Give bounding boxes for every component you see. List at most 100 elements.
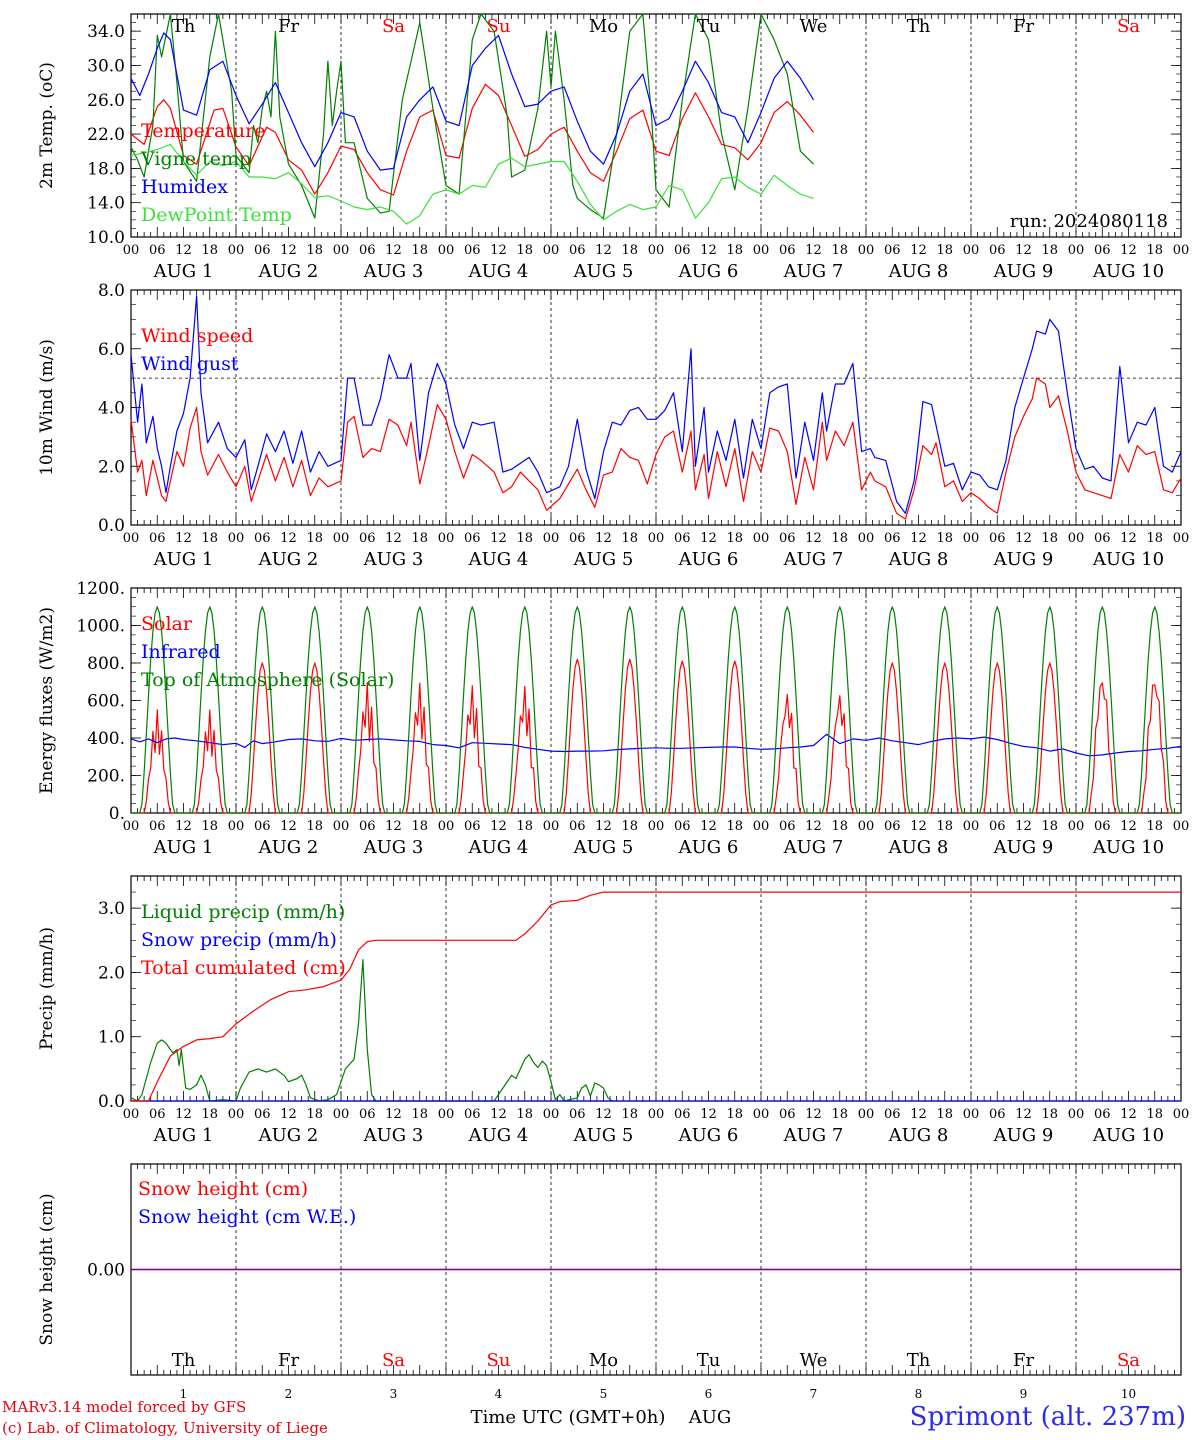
hour-tick-label: 18 [201,531,218,546]
hour-tick-label: 12 [1015,531,1032,546]
model-credit: MARv3.14 model forced by GFS [2,1398,247,1416]
lab-credit: (c) Lab. of Climatology, University of L… [2,1419,328,1437]
hour-tick-label: 00 [963,243,980,258]
hour-tick-label: 00 [543,531,560,546]
hour-tick-label: 12 [385,243,402,258]
hour-tick-label: 18 [516,531,533,546]
legend-entry: Humidex [141,176,228,198]
hour-tick-label: 06 [359,819,376,834]
hour-tick-label: 06 [674,243,691,258]
hour-tick-label: 06 [674,819,691,834]
hour-tick-label: 00 [228,243,245,258]
hour-tick-label: 12 [385,819,402,834]
hour-tick-label: 00 [1068,819,1085,834]
hour-tick-label: 12 [805,1107,822,1122]
hour-tick-label: 12 [280,531,297,546]
date-label: AUG 3 [363,549,424,570]
day-number-label: 4 [495,1387,503,1401]
day-number-label: 7 [810,1387,818,1401]
hour-tick-label: 06 [464,531,481,546]
hour-tick-label: 12 [175,531,192,546]
date-label: AUG 1 [153,549,214,570]
date-label: AUG 3 [363,1125,424,1146]
hour-tick-label: 18 [1041,531,1058,546]
hour-tick-label: 00 [648,243,665,258]
series-line-liquid-precip-mm-h- [130,959,613,1102]
hour-tick-label: 12 [595,243,612,258]
hour-tick-label: 00 [858,819,875,834]
date-label: AUG 5 [573,549,634,570]
hour-tick-label: 18 [621,531,638,546]
day-number-label: 6 [705,1387,713,1401]
date-label: AUG 4 [468,261,529,282]
date-label: AUG 7 [783,837,844,858]
hour-tick-label: 00 [1068,1107,1085,1122]
hour-tick-label: 18 [1146,531,1163,546]
hour-tick-label: 18 [516,819,533,834]
date-label: AUG 5 [573,837,634,858]
hour-tick-label: 12 [280,243,297,258]
hour-tick-label: 18 [201,243,218,258]
hour-tick-label: 06 [884,531,901,546]
date-label: AUG 7 [783,549,844,570]
hour-tick-label: 00 [123,243,140,258]
hour-tick-label: 12 [490,243,507,258]
hour-tick-label: 18 [1146,243,1163,258]
hour-tick-label: 00 [438,1107,455,1122]
hour-tick-label: 12 [700,243,717,258]
hour-tick-label: 00 [228,1107,245,1122]
hour-tick-label: 00 [648,1107,665,1122]
hour-tick-label: 06 [569,531,586,546]
hour-tick-label: 18 [936,243,953,258]
date-label: AUG 1 [153,837,214,858]
day-number-label: 9 [1020,1387,1028,1401]
y-tick-label: 200. [87,767,125,787]
hour-tick-label: 00 [438,819,455,834]
legend-entry: Snow height (cm) [138,1178,308,1200]
weekday-label: Fr [278,16,299,37]
y-tick-label: 3.0 [98,899,125,919]
hour-tick-label: 06 [989,819,1006,834]
hour-tick-label: 18 [831,243,848,258]
date-label: AUG 8 [888,261,949,282]
hour-tick-label: 06 [884,819,901,834]
hour-tick-label: 18 [726,819,743,834]
hour-tick-label: 00 [753,1107,770,1122]
hour-tick-label: 06 [359,243,376,258]
date-label: AUG 3 [363,837,424,858]
y-tick-label: 22.0 [87,125,125,145]
date-label: AUG 2 [258,261,319,282]
hour-tick-label: 00 [123,819,140,834]
hour-tick-label: 18 [306,819,323,834]
legend-entry: Wind gust [141,353,239,375]
day-number-label: 2 [285,1387,293,1401]
hour-tick-label: 00 [438,531,455,546]
weekday-label: We [800,1350,828,1371]
hour-tick-label: 06 [674,531,691,546]
weekday-label: Mo [589,16,618,37]
hour-tick-label: 06 [254,1107,271,1122]
hour-tick-label: 06 [1094,1107,1111,1122]
date-label: AUG 7 [783,261,844,282]
legend-entry: Snow height (cm W.E.) [138,1206,356,1228]
hour-tick-label: 12 [700,1107,717,1122]
day-number-label: 1 [180,1387,188,1401]
weekday-label: Sa [1117,1350,1140,1371]
hour-tick-label: 12 [910,243,927,258]
hour-tick-label: 06 [149,819,166,834]
y-tick-label: 30.0 [87,56,125,76]
hour-tick-label: 00 [333,819,350,834]
weekday-label: Fr [1013,1350,1034,1371]
hour-tick-label: 00 [123,531,140,546]
date-label: AUG 4 [468,549,529,570]
weekday-label: Su [487,1350,511,1371]
weekday-label: Th [172,1350,196,1371]
hour-tick-label: 18 [516,1107,533,1122]
hour-tick-label: 12 [700,531,717,546]
date-label: AUG 2 [258,837,319,858]
y-axis-label: 10m Wind (m/s) [37,339,57,476]
hour-tick-label: 12 [595,1107,612,1122]
weekday-label: Tu [697,1350,721,1371]
hour-tick-label: 18 [936,819,953,834]
y-tick-label: 2.0 [98,457,125,477]
